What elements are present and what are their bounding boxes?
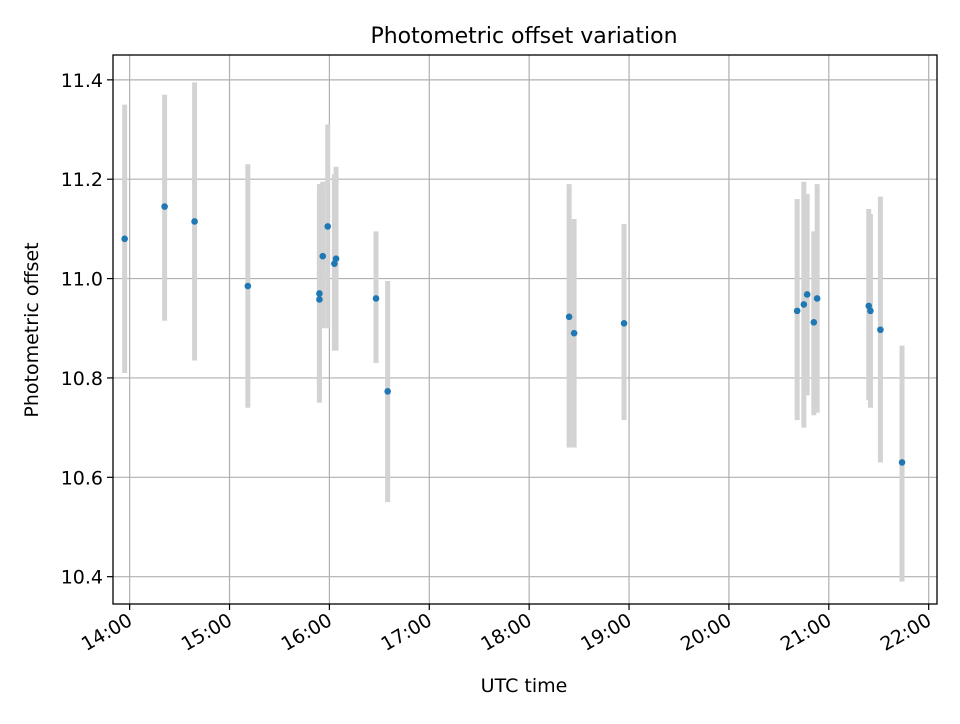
x-tick-label: 20:00 [677, 609, 735, 655]
data-point [331, 260, 338, 267]
data-point [121, 235, 128, 243]
data-point [161, 203, 168, 210]
data-point [191, 218, 198, 225]
y-tick-label: 11.4 [61, 70, 103, 92]
x-tick-label: 15:00 [178, 609, 236, 655]
data-point [813, 295, 821, 302]
data-point [316, 296, 323, 303]
y-tick-label: 10.4 [61, 567, 103, 589]
data-point [810, 318, 818, 326]
data-point [244, 282, 252, 290]
data-point [793, 307, 801, 315]
data-point [319, 252, 327, 260]
plot-frame [112, 54, 938, 605]
data-point [803, 291, 811, 298]
x-axis-label: UTC time [481, 675, 568, 697]
data-point [800, 301, 808, 308]
y-axis-label: Photometric offset [21, 242, 43, 417]
error-bars [122, 82, 905, 582]
data-point [620, 319, 628, 327]
x-tick-label: 18:00 [477, 609, 535, 655]
data-point [332, 255, 340, 263]
y-tick-label: 11.0 [61, 269, 103, 291]
data-point [384, 388, 391, 395]
x-tick-label: 14:00 [78, 609, 136, 655]
x-tick-label: 21:00 [777, 609, 835, 655]
data-point [867, 307, 874, 315]
data-point [372, 295, 380, 302]
x-tick-label: 22:00 [877, 609, 935, 655]
data-point [877, 326, 884, 334]
y-tick-label: 10.6 [61, 467, 103, 489]
data-point [316, 290, 323, 297]
y-tick-label: 11.2 [61, 169, 103, 191]
data-point [570, 329, 578, 337]
y-tick-label: 10.8 [61, 368, 103, 390]
data-point [565, 313, 573, 321]
data-point [324, 223, 332, 230]
chart-title: Photometric offset variation [370, 24, 677, 49]
x-tick-label: 16:00 [277, 609, 335, 655]
x-tick-label: 19:00 [577, 609, 635, 655]
x-tick-label: 17:00 [377, 609, 435, 655]
axis-ticks [107, 79, 930, 610]
data-points [121, 203, 906, 466]
data-point [865, 302, 873, 310]
data-point [898, 459, 906, 466]
